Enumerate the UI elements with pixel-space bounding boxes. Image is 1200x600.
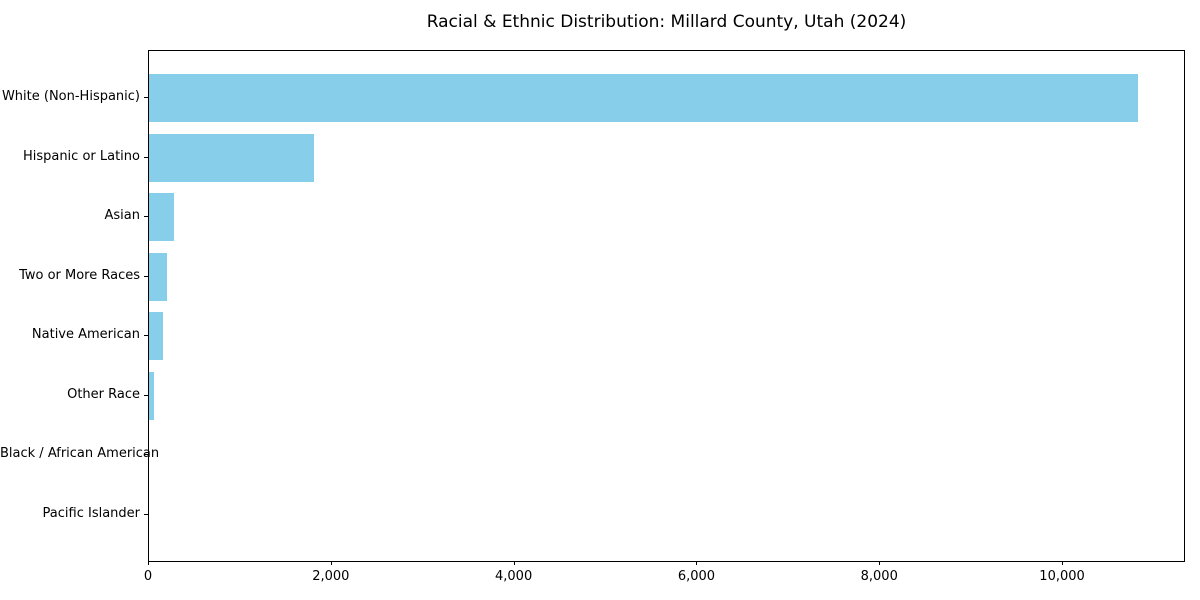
- bar-asian: [149, 193, 175, 241]
- x-axis-tick: [513, 561, 515, 565]
- y-axis-tick: [144, 97, 148, 98]
- x-axis-tick: [879, 561, 881, 565]
- y-axis-tick: [144, 335, 148, 336]
- x-axis-tick: [1062, 561, 1064, 565]
- y-axis-tick: [144, 156, 148, 158]
- x-axis-tick: [330, 561, 332, 565]
- y-tick-label: Hispanic or Latino: [22, 148, 140, 164]
- x-axis-tick: [148, 561, 149, 565]
- y-axis-tick: [144, 513, 148, 515]
- y-axis-tick: [144, 275, 148, 277]
- y-tick-label: Two or More Races: [19, 267, 140, 283]
- x-axis-tick: [696, 561, 698, 565]
- y-tick-label: White (Non-Hispanic): [1, 89, 140, 104]
- x-tick-label: 2,000: [312, 569, 350, 584]
- y-axis-tick: [144, 454, 148, 455]
- y-axis-tick: [144, 394, 148, 396]
- x-tick-label: 8,000: [860, 569, 898, 584]
- y-tick-label: Other Race: [67, 386, 140, 402]
- y-tick-label: Pacific Islander: [42, 505, 140, 521]
- x-tick-label: 0: [143, 569, 153, 584]
- y-tick-label: Black / African American: [0, 446, 160, 461]
- bar-two-or-more-races: [149, 252, 167, 301]
- bar-other-race: [149, 371, 155, 420]
- x-tick-label: 10,000: [1039, 569, 1085, 584]
- bar-hispanic-or-latino: [149, 133, 314, 182]
- plot-area: [148, 50, 1185, 562]
- y-tick-label: Asian: [104, 208, 140, 223]
- x-tick-label: 6,000: [677, 569, 716, 584]
- y-axis-tick: [144, 216, 148, 217]
- chart-title: Racial & Ethnic Distribution: Millard Co…: [426, 12, 907, 32]
- bar-native-american: [149, 312, 164, 360]
- x-tick-label: 4,000: [495, 569, 533, 584]
- bar-white-non-hispanic: [149, 74, 1138, 122]
- y-tick-label: Native American: [31, 327, 140, 342]
